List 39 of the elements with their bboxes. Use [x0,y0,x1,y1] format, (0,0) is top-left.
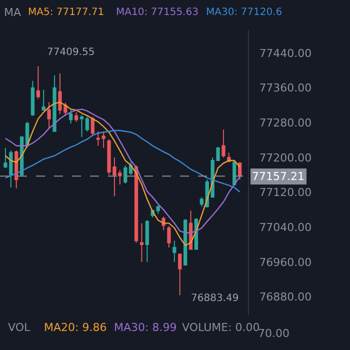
candlestick [167,226,171,248]
candlestick [200,196,204,208]
candlestick [52,74,56,132]
text: MA30: 77120.6 [206,7,282,18]
candlestick [69,110,73,124]
candlestick [36,66,40,100]
y-tick-label: 77280.00 [259,116,312,130]
y-tick-label: 76880.00 [259,290,312,304]
candlestick [124,164,128,184]
text: 70.00 [258,327,290,340]
candlestick [172,240,176,262]
text: MA5: 77177.71 [28,7,104,18]
candlestick [222,129,226,158]
candlestick [85,116,90,132]
candlestick [74,112,78,122]
annotation: 76883.49 [191,293,239,304]
y-tick-label: 77040.00 [259,220,312,234]
text: VOLUME: 0.00 [182,321,260,334]
candlestick [42,89,46,111]
candlestick [80,114,84,138]
candlestick [140,222,144,262]
candlestick [134,164,138,244]
y-tick-label: 76960.00 [259,256,312,269]
text: VOL [8,321,31,334]
candlestick [30,80,35,116]
y-tick-label: 77360.00 [259,82,312,95]
candlestick [178,254,182,296]
text: MA30: 8.99 [114,321,177,334]
text: MA10: 77155.63 [116,7,198,18]
text: MA [4,6,22,19]
ref-line-label: 77157.21 [252,170,304,183]
y-tick-label: 77440.00 [259,46,312,60]
y-tick-label: 77200.00 [259,151,312,164]
y-tick-label: 77120.00 [259,186,312,200]
text: MA20: 9.86 [44,321,107,334]
candlestick [47,102,51,129]
candlestick [145,220,149,262]
annotation: 77409.55 [47,47,95,58]
line-series [4,130,240,192]
